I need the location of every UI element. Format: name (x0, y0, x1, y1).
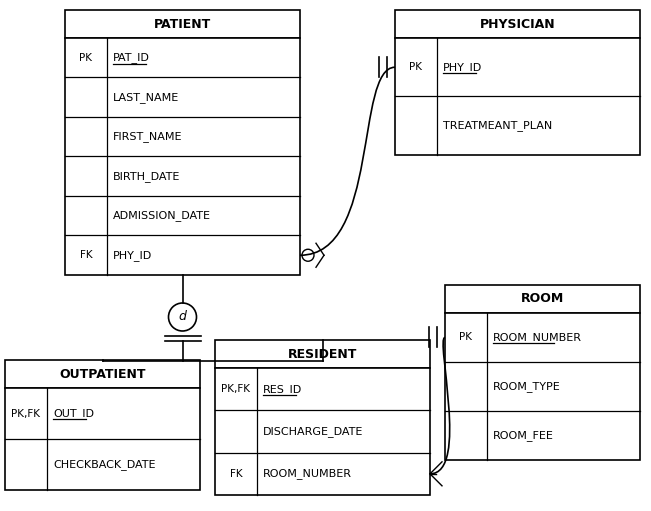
Bar (65, 10, 300, 38)
Text: OUTPATIENT: OUTPATIENT (59, 367, 146, 381)
Text: ROOM_NUMBER: ROOM_NUMBER (263, 469, 352, 479)
Text: PK,FK: PK,FK (12, 408, 40, 419)
Text: OUT_ID: OUT_ID (53, 408, 94, 419)
Bar (65, 38, 300, 275)
Bar (215, 340, 430, 368)
Text: PK: PK (460, 333, 473, 342)
Text: ROOM: ROOM (521, 292, 564, 306)
Text: BIRTH_DATE: BIRTH_DATE (113, 171, 180, 182)
Text: PK,FK: PK,FK (221, 384, 251, 394)
Text: d: d (178, 311, 186, 323)
Bar (395, 38, 640, 155)
Text: ROOM_FEE: ROOM_FEE (493, 430, 554, 441)
Bar (445, 285, 640, 313)
Text: RESIDENT: RESIDENT (288, 347, 357, 360)
Circle shape (169, 303, 197, 331)
Text: PHY_ID: PHY_ID (443, 62, 482, 73)
Bar (395, 10, 640, 38)
Text: FK: FK (230, 469, 242, 479)
Text: RES_ID: RES_ID (263, 384, 302, 394)
Text: DISCHARGE_DATE: DISCHARGE_DATE (263, 426, 363, 437)
Text: CHECKBACK_DATE: CHECKBACK_DATE (53, 459, 156, 470)
Bar (445, 313, 640, 460)
Text: PAT_ID: PAT_ID (113, 52, 150, 63)
Text: PK: PK (409, 62, 422, 72)
Bar (5, 388, 200, 490)
Text: PHY_ID: PHY_ID (113, 250, 152, 261)
Text: FK: FK (79, 250, 92, 260)
Text: ADMISSION_DATE: ADMISSION_DATE (113, 211, 211, 221)
Text: PHYSICIAN: PHYSICIAN (480, 17, 555, 31)
Text: FIRST_NAME: FIRST_NAME (113, 131, 182, 142)
Text: PATIENT: PATIENT (154, 17, 211, 31)
Bar (5, 360, 200, 388)
Text: ROOM_TYPE: ROOM_TYPE (493, 381, 561, 392)
Bar (215, 368, 430, 495)
Text: PK: PK (79, 53, 92, 63)
Text: ROOM_NUMBER: ROOM_NUMBER (493, 332, 582, 343)
Text: LAST_NAME: LAST_NAME (113, 92, 179, 103)
Text: TREATMEANT_PLAN: TREATMEANT_PLAN (443, 120, 552, 131)
